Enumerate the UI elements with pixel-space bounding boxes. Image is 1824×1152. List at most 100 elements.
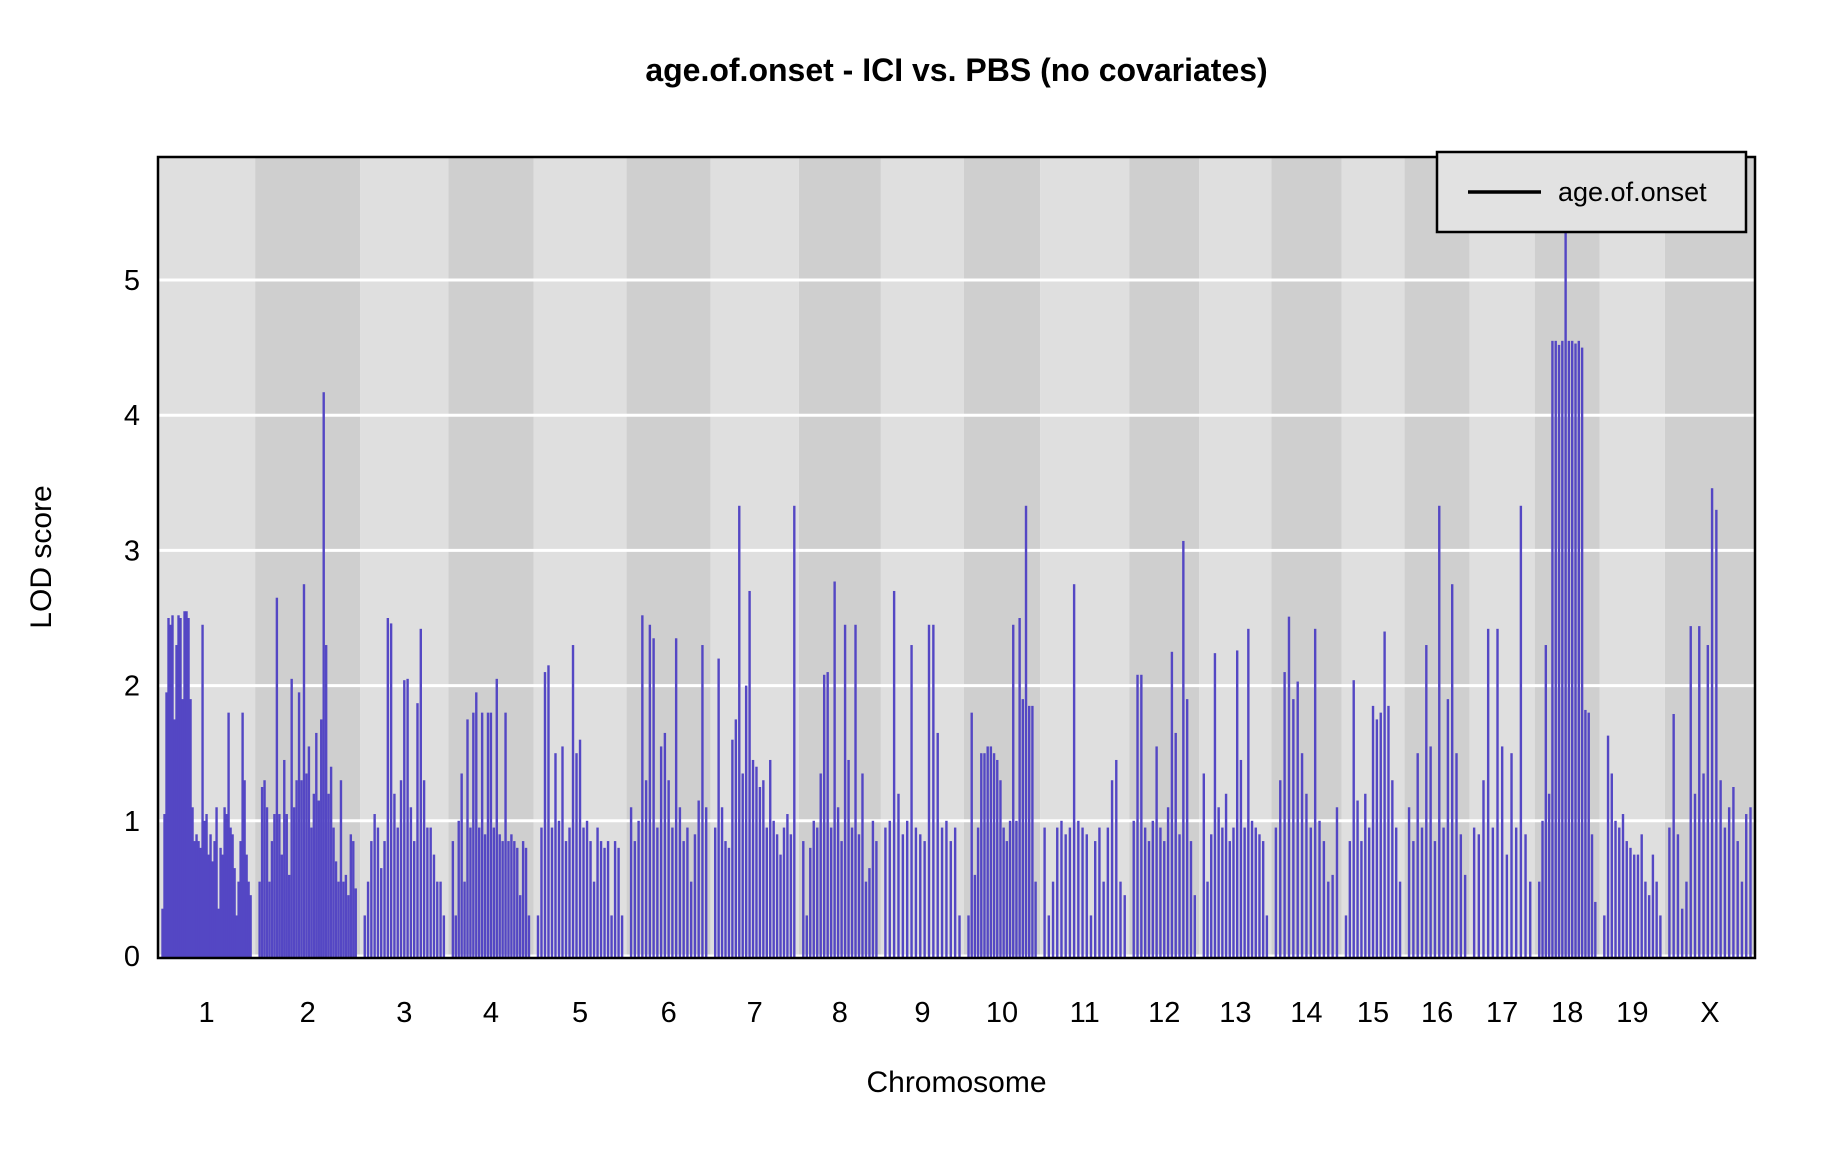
lod-series-chr-15 xyxy=(1344,631,1402,957)
lod-series-chr-7 xyxy=(713,505,796,957)
lod-spike xyxy=(1412,841,1415,957)
lod-spike xyxy=(1344,915,1348,957)
lod-spike xyxy=(480,712,484,957)
lod-spike xyxy=(510,834,513,957)
lod-spike xyxy=(1689,626,1692,957)
lod-spike xyxy=(221,854,224,957)
lod-spike xyxy=(571,645,575,957)
lod-spike xyxy=(1710,488,1714,957)
lod-spike xyxy=(483,834,487,957)
lod-spike xyxy=(169,624,172,957)
lod-spike xyxy=(1224,793,1228,957)
lod-spike xyxy=(919,834,922,957)
lod-spike xyxy=(1651,854,1655,957)
lod-spike xyxy=(610,915,613,957)
lod-spike xyxy=(1416,753,1419,957)
lod-spike xyxy=(789,834,793,957)
lod-spike xyxy=(906,820,909,957)
lod-series-chr-14 xyxy=(1274,616,1339,957)
lod-spike xyxy=(1647,895,1651,957)
chromosome-band-7 xyxy=(710,157,799,958)
lod-series-chr-5 xyxy=(536,645,624,957)
lod-spike xyxy=(501,841,504,957)
lod-spike xyxy=(738,505,741,957)
x-tick-label-8: 8 xyxy=(832,997,848,1029)
lod-spike xyxy=(1085,834,1088,957)
lod-spike xyxy=(1283,672,1286,957)
lod-spike xyxy=(317,800,320,957)
lod-spike xyxy=(1300,753,1304,957)
lod-spike xyxy=(1034,881,1037,957)
lod-spike xyxy=(1407,807,1411,957)
lod-spike xyxy=(1352,680,1355,957)
lod-spike xyxy=(1505,854,1509,957)
lod-spike xyxy=(547,665,550,957)
lod-spike xyxy=(633,841,637,957)
lod-spike xyxy=(1147,841,1151,957)
lod-series-chr-19 xyxy=(1603,735,1662,957)
lod-spike xyxy=(243,780,246,957)
lod-spike xyxy=(189,699,192,957)
lod-spike xyxy=(868,868,871,957)
lod-spike xyxy=(758,787,762,957)
x-tick-label-15: 15 xyxy=(1357,997,1389,1029)
chromosome-band-16 xyxy=(1404,157,1470,958)
lod-spike xyxy=(466,719,469,957)
lod-spike xyxy=(1051,881,1055,957)
lod-spike xyxy=(489,712,493,957)
lod-spike xyxy=(344,874,348,957)
lod-spike xyxy=(659,746,663,957)
lod-spike xyxy=(1056,827,1059,957)
lod-spike xyxy=(744,685,748,957)
lod-spike xyxy=(953,827,957,957)
lod-spike xyxy=(1243,827,1246,957)
chromosome-band-11 xyxy=(1040,157,1130,958)
lod-series-chr-2 xyxy=(258,392,357,958)
chromosome-band-12 xyxy=(1129,157,1200,958)
lod-spike xyxy=(463,881,466,957)
y-tick-label-4: 4 xyxy=(124,400,140,432)
lod-spike xyxy=(762,780,765,957)
lod-spike xyxy=(1391,780,1394,957)
lod-spike xyxy=(205,814,208,957)
lod-spike xyxy=(1680,908,1684,957)
lod-series-chr-12 xyxy=(1132,540,1196,957)
lod-spike xyxy=(861,773,864,957)
lod-spike xyxy=(1433,841,1437,957)
lod-spike xyxy=(720,807,724,957)
lod-spike xyxy=(686,827,689,957)
lod-spike xyxy=(1640,834,1643,957)
lod-spike xyxy=(755,766,758,957)
lod-spike xyxy=(667,780,670,957)
lod-spike xyxy=(748,590,751,957)
lod-spike xyxy=(1031,705,1034,957)
chromosome-band-2 xyxy=(255,157,361,958)
lod-spike xyxy=(1089,915,1093,957)
lod-spike xyxy=(1383,631,1386,957)
x-tick-label-2: 2 xyxy=(300,997,316,1029)
lod-spike xyxy=(237,881,240,957)
chromosome-band-X xyxy=(1664,157,1755,958)
lod-spike xyxy=(1745,814,1748,957)
lod-spike xyxy=(439,881,442,957)
lod-spike xyxy=(1618,827,1621,957)
lod-spike xyxy=(1636,854,1640,957)
lod-spike xyxy=(1182,540,1185,957)
x-tick-label-5: 5 xyxy=(572,997,588,1029)
lod-spike xyxy=(342,881,345,957)
lod-spike xyxy=(1477,834,1481,957)
lod-spike xyxy=(1322,841,1326,957)
lod-spike xyxy=(167,618,170,957)
lod-spike xyxy=(1610,773,1613,957)
lod-spike xyxy=(812,820,815,957)
lod-spike xyxy=(1486,628,1490,957)
lod-spike xyxy=(932,624,935,957)
lod-spike xyxy=(352,841,355,957)
lod-spike xyxy=(983,753,986,957)
y-tick-labels: 0 1 2 3 4 5 xyxy=(124,265,140,973)
lod-spike xyxy=(302,584,306,957)
lod-spike xyxy=(1438,505,1441,957)
lod-spike xyxy=(258,881,261,957)
lod-spike xyxy=(892,590,896,957)
lod-spike xyxy=(260,787,264,957)
